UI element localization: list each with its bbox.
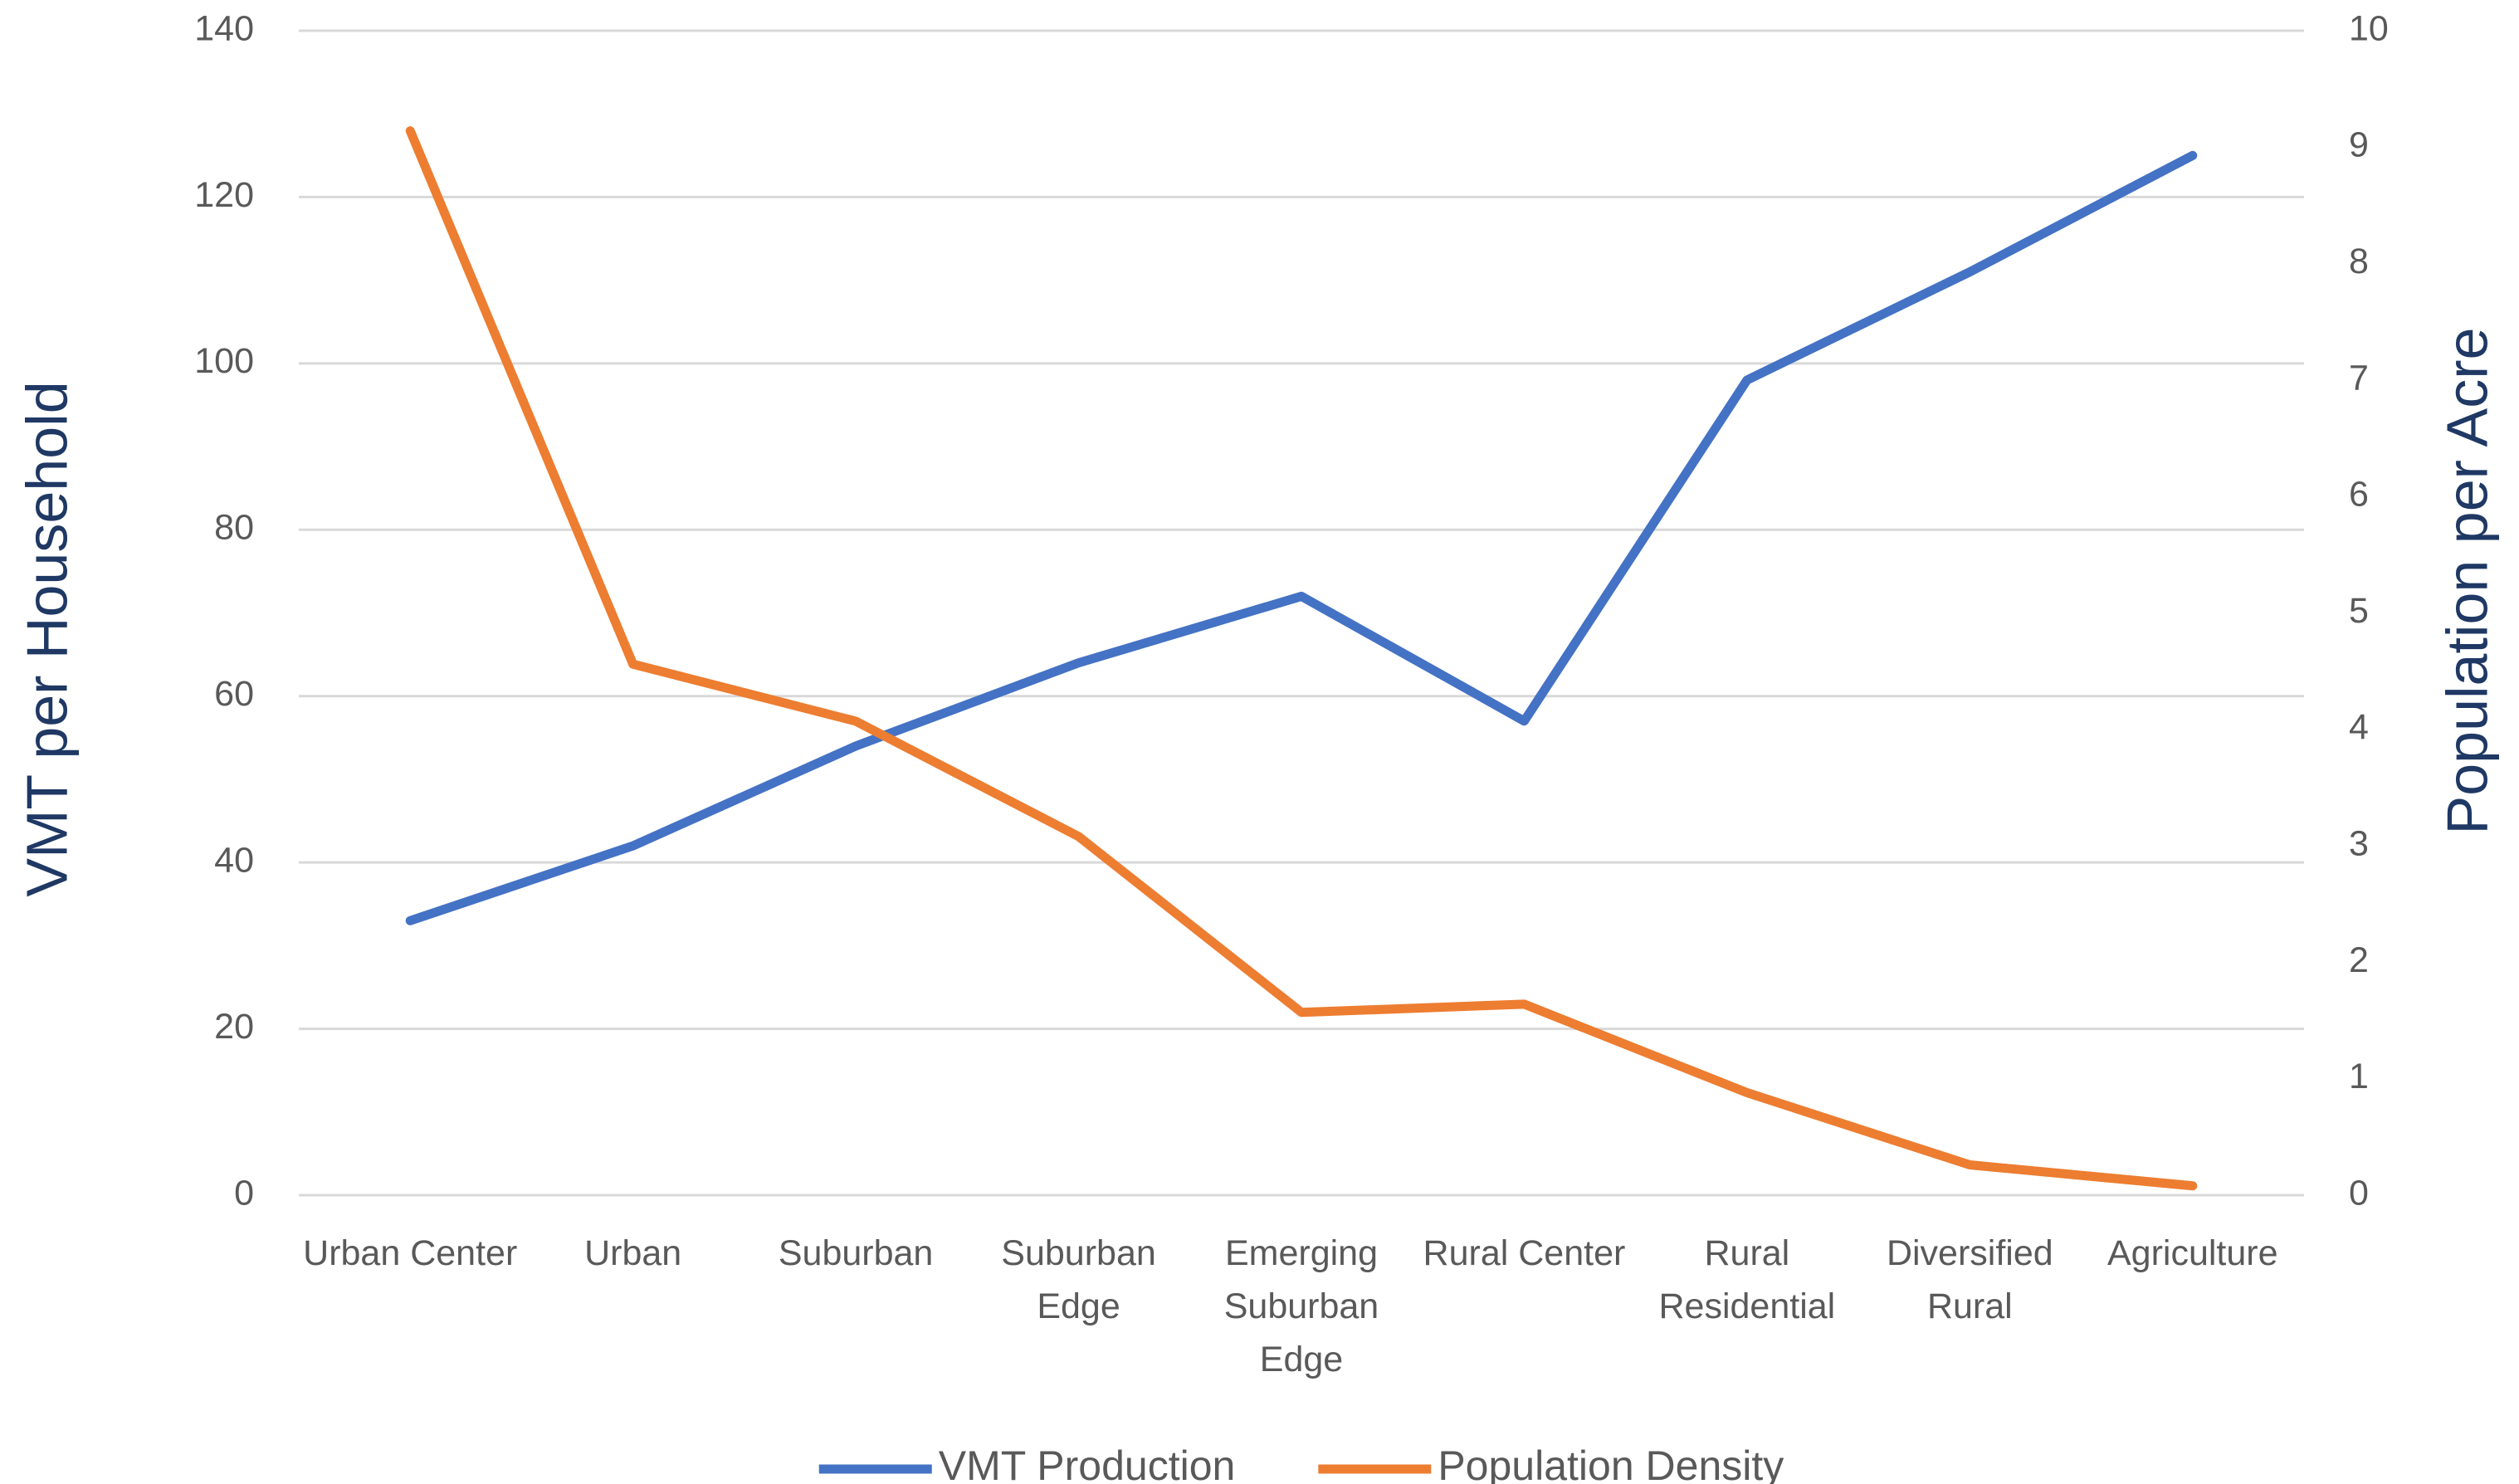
y2-tick-label: 7: [2349, 358, 2369, 398]
legend-label: Population Density: [1438, 1443, 1784, 1484]
y2-tick-label: 1: [2349, 1057, 2369, 1096]
series-line: [405, 126, 2198, 1191]
y-tick-label: 0: [234, 1173, 254, 1213]
y2-tick-label: 3: [2349, 823, 2369, 863]
y-axis-title: VMT per Household: [14, 381, 79, 896]
y-tick-label: 80: [214, 508, 254, 548]
y2-tick-label: 4: [2349, 707, 2369, 747]
y-tick-label: 60: [214, 674, 254, 714]
x-tick-label: Diversified Rural: [1886, 1233, 2053, 1326]
y-tick-label: 120: [194, 175, 254, 215]
x-tick-label: Emerging Suburban Edge: [1223, 1233, 1379, 1379]
y2-tick-label: 0: [2349, 1173, 2369, 1213]
y-tick-label: 100: [194, 341, 254, 381]
series-line: [405, 150, 2198, 925]
y2-tick-label: 9: [2349, 125, 2369, 165]
y-tick-label: 140: [194, 8, 254, 48]
y2-tick-label: 6: [2349, 475, 2369, 515]
x-tick-label: Urban Center: [303, 1233, 518, 1273]
y-tick-label: 20: [214, 1007, 254, 1047]
legend-label: VMT Production: [939, 1443, 1236, 1484]
y2-axis-title: Population per Acre: [2434, 328, 2499, 835]
y2-tick-label: 2: [2349, 940, 2369, 980]
y2-tick-label: 5: [2349, 591, 2369, 631]
x-tick-label: Suburban Edge: [1001, 1233, 1156, 1326]
x-tick-label: Rural Residential: [1658, 1233, 1836, 1326]
x-tick-label: Agriculture: [2107, 1233, 2278, 1273]
x-tick-label: Rural Center: [1423, 1233, 1626, 1273]
x-tick-label: Suburban: [778, 1233, 934, 1273]
y-tick-label: 40: [214, 841, 254, 881]
x-tick-label: Urban: [584, 1233, 682, 1273]
y2-tick-label: 8: [2349, 242, 2369, 281]
y2-tick-label: 10: [2349, 8, 2389, 48]
